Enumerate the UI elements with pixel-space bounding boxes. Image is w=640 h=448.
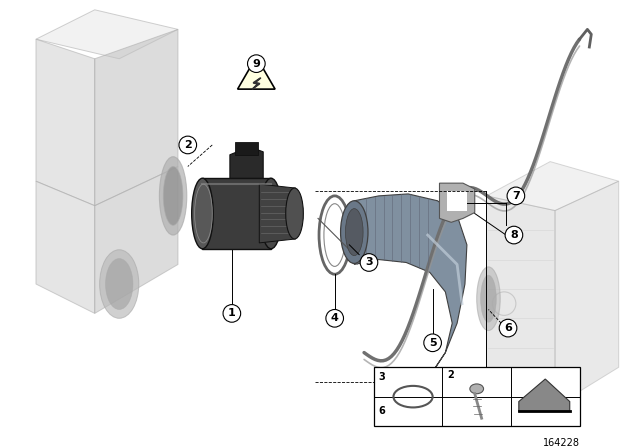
Ellipse shape	[100, 250, 139, 319]
Circle shape	[360, 254, 378, 271]
Text: 3: 3	[379, 372, 385, 382]
Polygon shape	[355, 194, 467, 367]
Polygon shape	[486, 196, 555, 406]
Polygon shape	[237, 57, 275, 89]
Circle shape	[326, 310, 344, 327]
Text: 8: 8	[510, 230, 518, 240]
Polygon shape	[447, 191, 467, 211]
Polygon shape	[95, 30, 178, 206]
Text: 6: 6	[379, 406, 385, 416]
Text: 9: 9	[252, 59, 260, 69]
Polygon shape	[235, 142, 259, 155]
Ellipse shape	[470, 384, 484, 394]
Ellipse shape	[477, 267, 500, 331]
Text: 3: 3	[365, 258, 372, 267]
Polygon shape	[259, 184, 296, 243]
Ellipse shape	[346, 209, 363, 256]
Circle shape	[179, 136, 196, 154]
Circle shape	[505, 226, 523, 244]
FancyBboxPatch shape	[374, 367, 580, 426]
Polygon shape	[36, 181, 95, 314]
Ellipse shape	[106, 258, 133, 310]
Polygon shape	[95, 167, 178, 314]
Circle shape	[507, 187, 525, 205]
Ellipse shape	[163, 167, 183, 225]
Text: 2: 2	[447, 370, 454, 380]
Ellipse shape	[260, 178, 282, 249]
Polygon shape	[36, 39, 95, 206]
Text: 164228: 164228	[543, 438, 580, 448]
Text: 6: 6	[504, 323, 512, 333]
Text: 1: 1	[228, 308, 236, 319]
Polygon shape	[36, 10, 178, 59]
Ellipse shape	[159, 157, 187, 235]
Polygon shape	[486, 162, 619, 211]
Text: 4: 4	[331, 313, 339, 323]
Ellipse shape	[285, 188, 303, 239]
Ellipse shape	[340, 201, 368, 263]
Circle shape	[424, 334, 442, 352]
Ellipse shape	[481, 275, 496, 322]
Polygon shape	[519, 379, 570, 411]
Circle shape	[248, 55, 265, 73]
Text: 5: 5	[429, 338, 436, 348]
Polygon shape	[202, 178, 271, 249]
Polygon shape	[555, 181, 619, 406]
Text: 7: 7	[512, 191, 520, 201]
Polygon shape	[440, 183, 475, 222]
Circle shape	[223, 305, 241, 322]
Ellipse shape	[192, 178, 213, 249]
Text: 2: 2	[184, 140, 191, 150]
Circle shape	[499, 319, 517, 337]
Polygon shape	[230, 147, 263, 178]
